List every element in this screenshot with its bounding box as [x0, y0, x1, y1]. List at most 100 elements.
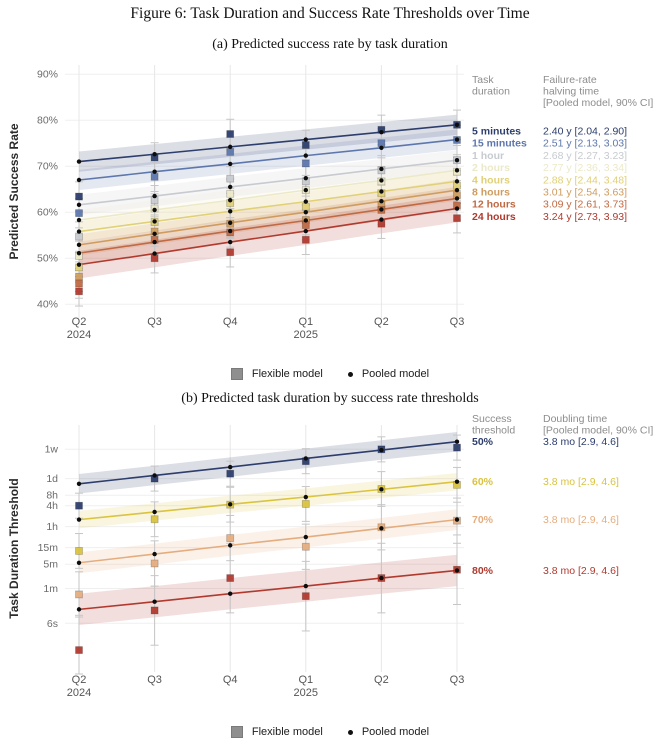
flexible-marker — [75, 272, 83, 281]
pooled-marker — [76, 177, 82, 183]
legend-col2-header: Doubling time — [543, 413, 607, 425]
pooled-marker — [303, 187, 308, 193]
x-tick-label: Q4 — [223, 316, 238, 328]
legend-col1-header: threshold — [472, 425, 515, 437]
pooled-marker — [228, 228, 233, 234]
flexible-marker — [150, 515, 159, 524]
pooled-line-70% — [78, 518, 458, 564]
pooled-markers-5 minutes — [76, 122, 460, 164]
pooled-markers-15 minutes — [76, 137, 460, 183]
y-tick-label: 6s — [47, 618, 58, 630]
flexible-marker — [301, 542, 310, 551]
pooled-markers-50% — [76, 439, 460, 486]
pooled-markers-4 hours — [76, 179, 460, 234]
pooled-marker — [303, 210, 308, 215]
x-tick-sublabel: 2024 — [67, 687, 91, 699]
pooled-marker — [76, 229, 82, 234]
pooled-marker — [152, 219, 157, 224]
pooled-marker — [379, 526, 384, 531]
y-axis-label: Task Duration Threshold — [7, 478, 21, 618]
pooled-marker — [152, 231, 157, 237]
panel-a-title: (a) Predicted success rate by task durat… — [212, 37, 448, 52]
pooled-marker — [303, 199, 308, 204]
pooled-marker — [228, 209, 233, 214]
x-tick-label: Q2 — [72, 316, 87, 328]
x-tick-label: Q2 — [374, 674, 389, 686]
x-tick-label: Q2 — [72, 674, 87, 686]
x-tick-label: Q2 — [374, 316, 389, 328]
pooled-marker — [454, 137, 460, 142]
pooled-model-label: Pooled model — [361, 368, 430, 380]
flexible-marker — [75, 501, 83, 510]
pooled-marker — [76, 481, 82, 486]
pooled-marker — [76, 517, 82, 522]
legend-series-value: 3.01 y [2.54, 3.63] — [543, 187, 627, 199]
panel-b-title: (b) Predicted task duration by success r… — [181, 391, 479, 406]
flexible-marker — [75, 547, 83, 555]
pooled-line-5 minutes — [78, 124, 458, 163]
pooled-marker — [228, 144, 233, 150]
pooled-marker — [303, 456, 308, 461]
y-tick-label: 60% — [37, 207, 58, 219]
pooled-marker — [303, 534, 308, 540]
pooled-line-8 hours — [78, 189, 458, 246]
pooled-marker — [303, 137, 308, 142]
pooled-marker — [76, 560, 82, 565]
legend-series-value: 3.8 mo [2.9, 4.6] — [543, 436, 619, 448]
legend-series-name: 60% — [472, 476, 494, 488]
pooled-marker — [152, 169, 157, 174]
legend-series-name: 4 hours — [472, 174, 510, 186]
pooled-marker — [454, 196, 460, 201]
legend-series-name: 50% — [472, 436, 494, 448]
pooled-marker — [379, 178, 384, 183]
legend-series-name: 8 hours — [472, 187, 510, 199]
pooled-line-60% — [78, 480, 458, 521]
pooled-marker — [379, 198, 384, 204]
pooled-marker — [303, 583, 308, 589]
pooled-marker — [76, 159, 82, 164]
pooled-marker — [76, 262, 82, 267]
flexible-marker — [75, 279, 83, 288]
x-tick-label: Q1 — [298, 674, 313, 686]
pooled-marker — [152, 207, 157, 213]
pooled-marker — [454, 122, 460, 127]
x-tick-label: Q3 — [147, 674, 162, 686]
legend-series-value: 2.68 y [2.27, 3.23] — [543, 150, 627, 162]
pooled-markers-24 hours — [76, 206, 460, 267]
pooled-model-dot-icon — [347, 371, 353, 377]
y-tick-label: 80% — [37, 115, 58, 127]
legend-col1-header: duration — [472, 86, 510, 98]
pooled-marker — [454, 517, 460, 522]
flexible-model-square-icon — [230, 726, 243, 738]
pooled-line-12 hours — [78, 197, 458, 254]
pooled-marker — [228, 591, 233, 596]
pooled-marker — [454, 158, 460, 163]
flexible-marker — [75, 287, 83, 296]
x-tick-sublabel: 2025 — [294, 329, 318, 341]
pooled-line-80% — [78, 569, 458, 611]
flexible-marker — [301, 141, 310, 149]
pooled-marker — [76, 217, 82, 223]
x-tick-label: Q3 — [147, 316, 162, 328]
y-axis-tick-labels: 90% 80% 70% 60% 50% 40% — [37, 69, 58, 311]
flexible-marker — [301, 500, 310, 508]
pooled-marker — [454, 168, 460, 173]
flexible-marker — [75, 192, 83, 201]
y-tick-label: 1d — [46, 473, 58, 485]
pooled-marker — [454, 179, 460, 184]
pooled-marker — [454, 187, 460, 193]
flexible-marker — [301, 235, 310, 244]
legend-series-name: 70% — [472, 514, 494, 526]
pooled-marker — [76, 607, 82, 612]
legend-col2-header: Failure-rate — [543, 74, 597, 86]
y-tick-label: 90% — [37, 69, 58, 81]
legend-series-name: 5 minutes — [472, 126, 521, 138]
pooled-markers-80% — [76, 568, 460, 612]
x-tick-label: Q3 — [450, 316, 465, 328]
pooled-marker — [303, 228, 308, 234]
y-tick-label: 50% — [37, 253, 58, 265]
pooled-marker — [379, 189, 384, 194]
